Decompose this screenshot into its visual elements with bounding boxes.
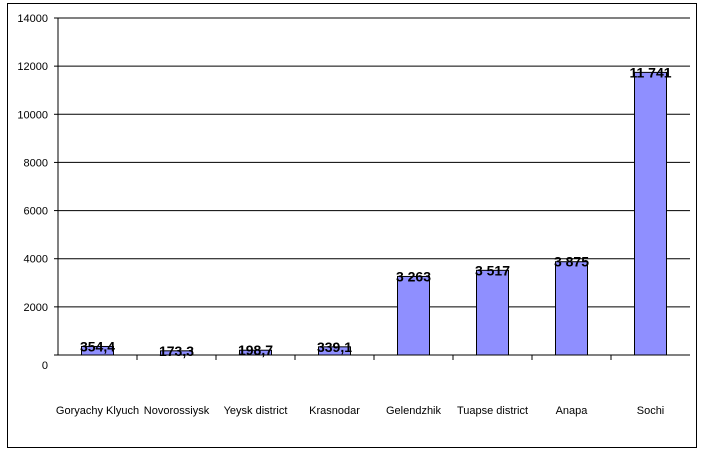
- data-label: 339,1: [317, 339, 352, 355]
- bar: [160, 350, 193, 356]
- y-tick-label: 8000: [24, 157, 48, 169]
- y-tick-label: 12000: [17, 61, 48, 73]
- data-label: 3 875: [554, 254, 589, 270]
- bar: [239, 349, 272, 356]
- bar: [81, 345, 114, 356]
- category-label: Gelendzhik: [386, 405, 442, 417]
- data-label: 173,3: [159, 343, 194, 359]
- category-label: Goryachy Klyuch: [56, 405, 139, 417]
- data-label: 198,7: [238, 342, 273, 358]
- y-tick-label: 2000: [24, 302, 48, 314]
- category-label: Krasnodar: [309, 405, 360, 417]
- category-label: Sochi: [637, 405, 665, 417]
- y-tick-label: 0: [42, 360, 48, 372]
- bar: [555, 261, 588, 356]
- category-label: Tuapse district: [457, 405, 528, 417]
- category-label: Yeysk district: [224, 405, 288, 417]
- data-label: 3 263: [396, 268, 431, 284]
- chart-frame: [7, 3, 697, 448]
- category-label: Anapa: [556, 405, 589, 417]
- y-tick-label: 6000: [24, 206, 48, 218]
- y-tick-label: 4000: [24, 254, 48, 266]
- y-tick-label: 10000: [17, 109, 48, 121]
- y-tick-label: 14000: [17, 13, 48, 25]
- bar: [634, 71, 667, 356]
- bar: [318, 346, 351, 356]
- category-label: Novorossiysk: [144, 405, 210, 417]
- data-label: 3 517: [475, 262, 510, 278]
- bar: [397, 275, 430, 356]
- data-label: 11 741: [629, 64, 671, 80]
- bar: [476, 269, 509, 356]
- data-label: 354,4: [80, 338, 115, 354]
